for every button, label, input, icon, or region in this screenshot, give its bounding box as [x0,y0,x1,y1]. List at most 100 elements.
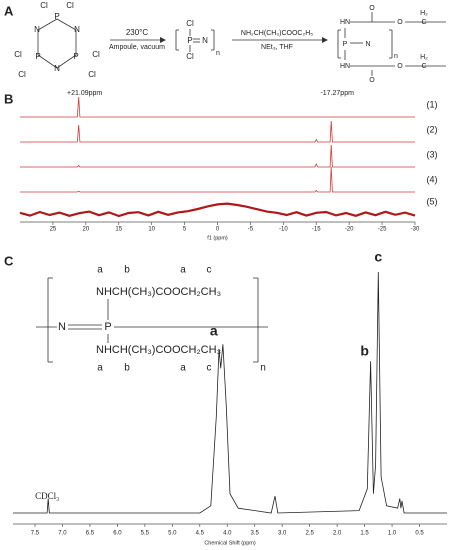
spectrum [13,271,447,514]
x-tick-label: 25 [50,227,57,233]
trace-label: (1) [427,99,438,109]
atom-p: P [35,52,40,61]
atom-p: P [187,36,192,45]
x-tick-label: 7.5 [31,531,40,537]
atom-n: N [34,25,40,34]
group: NHCH(CH₃)COOCH₂CH₃ [96,344,221,356]
product-atom: O [397,63,403,70]
atom-cl: Cl [14,50,22,59]
assign-letter: c [207,265,212,276]
panel-label: B [4,91,13,106]
atom-cl: Cl [66,1,74,10]
atom-cl: Cl [88,70,96,79]
assign-letter: b [124,265,130,276]
product-atom: H₂ [420,10,428,17]
atom-n: N [54,64,60,73]
atom-p: P [73,52,78,61]
peak-label: c [374,249,382,265]
spectrum [20,166,415,193]
x-tick-label: -25 [378,227,387,233]
product-atom: n [394,53,398,60]
spectrum [20,120,415,143]
x-tick-label: 1.5 [360,531,369,537]
spectrum [19,202,416,218]
product-atom: O [397,19,403,26]
product-atom: N [365,41,370,48]
reagent: 230°C [126,28,149,37]
assign-letter: a [180,265,186,276]
peak-label: b [360,343,369,359]
annotation: -17.27ppm [320,90,354,97]
panel-label: C [4,253,14,268]
x-tick-label: -15 [312,227,321,233]
x-tick-label: 3.0 [278,531,287,537]
atom-p: P [104,321,111,333]
x-axis-label: f1 (ppm) [207,235,228,241]
structure-bonds [36,277,268,363]
peak-label: CDCl₃ [35,491,59,501]
x-tick-label: 4.0 [223,531,232,537]
x-tick-label: 2.5 [305,531,314,537]
product-atom: C [421,19,426,26]
x-tick-label: 2.0 [333,531,342,537]
x-tick-label: -30 [411,227,420,233]
product-atom: C [421,63,426,70]
panel-label: A [4,3,14,18]
atom-n: N [74,25,80,34]
product-atom: HN [340,19,350,26]
atom-cl: Cl [186,19,194,28]
assign-letter: a [97,363,103,374]
group: NHCH(CH₃)COOCH₂CH₃ [96,286,221,298]
trace-label: (5) [427,196,438,206]
reagent: NEt₃, THF [261,44,293,51]
x-tick-label: 6.5 [86,531,95,537]
spectrum [20,144,415,168]
atom-p: P [54,12,59,21]
x-tick-label: -10 [279,227,288,233]
trace-label: (4) [427,174,438,184]
atom-n: N [202,36,208,45]
x-axis-label: Chemical Shift (ppm) [204,540,256,546]
x-tick-label: -5 [248,227,254,233]
x-tick-label: 0.5 [415,531,424,537]
assign-letter: c [207,363,212,374]
x-tick-label: 7.0 [58,531,67,537]
assign-letter: a [180,363,186,374]
trace-label: (2) [427,124,438,134]
peak-label: a [210,323,218,339]
x-tick-label: 6.0 [113,531,122,537]
spectrum [20,96,415,118]
x-tick-label: -20 [345,227,354,233]
reagent: NH₂CH(CH₃)COOC₂H₅ [241,30,313,37]
subscript-n: n [260,363,266,374]
x-tick-label: 5 [183,227,187,233]
reagent: Ampoule, vacuum [109,44,165,51]
atom-cl: Cl [186,52,194,61]
assign-letter: a [97,265,103,276]
product-atom: O [369,77,375,84]
annotation: +21.09ppm [67,90,102,97]
product-atom: HN [340,63,350,70]
assign-letter: b [124,363,130,374]
x-tick-label: 5.5 [141,531,150,537]
x-tick-label: 3.5 [251,531,260,537]
product-atom: H₂ [420,54,428,61]
scheme-bonds [37,12,446,76]
x-tick-label: 4.5 [196,531,205,537]
x-tick-label: 0 [216,227,220,233]
atom-cl: Cl [40,1,48,10]
x-tick-label: 5.0 [168,531,177,537]
trace-label: (3) [427,149,438,159]
x-tick-label: 1.0 [388,531,397,537]
atom-cl: Cl [18,70,26,79]
subscript-n: n [216,50,220,57]
x-tick-label: 20 [82,227,89,233]
x-tick-label: 15 [115,227,122,233]
atom-cl: Cl [92,50,100,59]
atom-n: N [58,321,66,333]
x-tick-label: 10 [148,227,155,233]
product-atom: O [369,5,375,12]
product-atom: P [343,41,348,48]
